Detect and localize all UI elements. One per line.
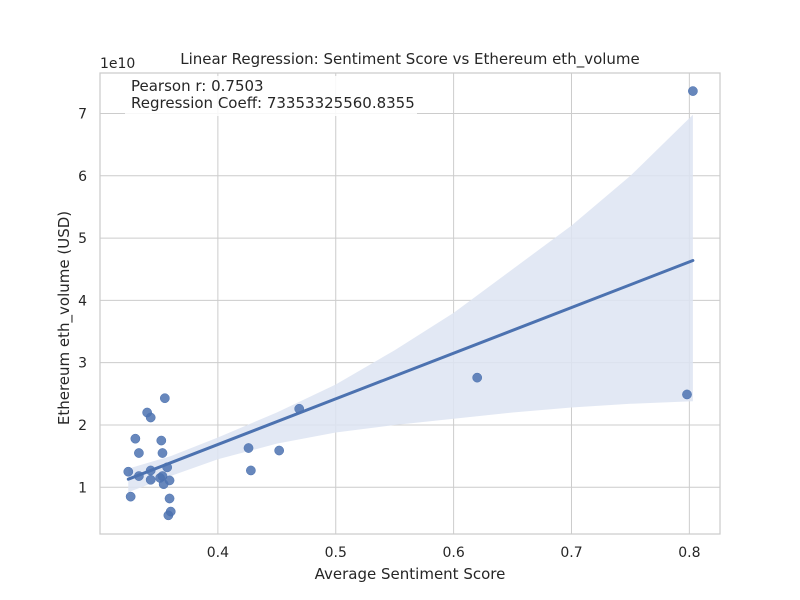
annotation-background bbox=[125, 76, 417, 116]
y-axis-title: Ethereum eth_volume (USD) bbox=[55, 211, 74, 425]
data-point bbox=[145, 465, 156, 476]
y-tick-label: 6 bbox=[78, 169, 87, 185]
data-point bbox=[165, 506, 176, 517]
data-point bbox=[164, 493, 175, 504]
regression-line bbox=[126, 259, 695, 481]
x-axis-title: Average Sentiment Score bbox=[315, 565, 506, 583]
data-point bbox=[688, 86, 698, 96]
data-point bbox=[164, 475, 175, 486]
data-point bbox=[243, 443, 254, 453]
data-point bbox=[145, 474, 156, 485]
data-point bbox=[125, 491, 136, 502]
x-tick-labels: 0.4 0.5 0.6 0.7 0.8 bbox=[207, 545, 701, 561]
x-tick-label: 0.8 bbox=[678, 545, 700, 561]
y-tick-label: 1 bbox=[78, 480, 87, 496]
x-tick-label: 0.4 bbox=[207, 545, 229, 561]
data-point bbox=[162, 462, 173, 473]
regression-line-path bbox=[126, 259, 695, 481]
data-point bbox=[274, 445, 285, 456]
data-point bbox=[246, 465, 256, 476]
data-point bbox=[157, 448, 168, 458]
plot-frame bbox=[99, 72, 721, 535]
confidence-band-area bbox=[128, 114, 693, 493]
data-point bbox=[156, 435, 167, 446]
x-tick-label: 0.7 bbox=[560, 545, 582, 561]
data-point bbox=[294, 403, 305, 414]
y-tick-labels: 1 2 3 4 5 6 7 bbox=[78, 106, 87, 496]
y-tick-label: 2 bbox=[78, 418, 87, 434]
plot-frame-border bbox=[99, 72, 721, 535]
y-tick-label: 3 bbox=[78, 356, 87, 372]
x-tick-label: 0.6 bbox=[442, 545, 464, 561]
data-point bbox=[134, 471, 144, 481]
data-point bbox=[682, 389, 692, 400]
y-tick-label: 4 bbox=[78, 293, 87, 309]
data-points bbox=[123, 86, 698, 521]
chart-title: Linear Regression: Sentiment Score vs Et… bbox=[180, 50, 640, 69]
data-point bbox=[134, 448, 144, 458]
regression-annotation: Regression Coeff: 73353325560.8355 bbox=[131, 94, 415, 112]
annotation-box: Pearson r: 0.7503 Regression Coeff: 7335… bbox=[125, 76, 417, 116]
data-point bbox=[472, 372, 483, 383]
y-scale-label: 1e10 bbox=[100, 56, 135, 72]
pearson-annotation: Pearson r: 0.7503 bbox=[131, 77, 264, 95]
y-tick-label: 7 bbox=[78, 106, 87, 122]
y-tick-label: 5 bbox=[78, 231, 87, 247]
confidence-band bbox=[128, 114, 693, 493]
data-point bbox=[145, 412, 156, 423]
data-point bbox=[130, 433, 141, 444]
data-point bbox=[159, 393, 170, 404]
x-tick-label: 0.5 bbox=[325, 545, 347, 561]
data-point bbox=[123, 466, 134, 477]
